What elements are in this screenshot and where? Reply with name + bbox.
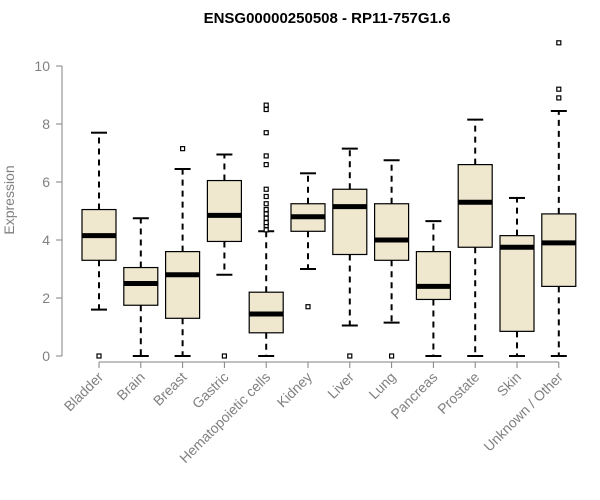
outlier-point bbox=[263, 227, 269, 233]
x-tick-label: Kidney bbox=[274, 369, 316, 411]
y-tick-label: 6 bbox=[42, 174, 50, 190]
iqr-box bbox=[541, 213, 577, 287]
y-tick-label: 0 bbox=[42, 348, 50, 364]
iqr-box bbox=[123, 266, 159, 306]
outlier-point bbox=[263, 130, 269, 136]
y-tick-label: 10 bbox=[34, 58, 50, 74]
outlier-point bbox=[389, 353, 395, 359]
x-tick-label: Breast bbox=[150, 369, 190, 409]
outlier-point bbox=[263, 186, 269, 192]
x-tick-label: Skin bbox=[494, 369, 525, 400]
box-brain bbox=[123, 217, 159, 357]
outlier-point bbox=[305, 304, 311, 310]
outlier-point bbox=[263, 162, 269, 168]
outlier-point bbox=[263, 153, 269, 159]
chart-title: ENSG00000250508 - RP11-757G1.6 bbox=[204, 10, 451, 27]
x-tick-label: Liver bbox=[324, 369, 357, 402]
outlier-point bbox=[263, 211, 269, 217]
outlier-point bbox=[263, 102, 269, 108]
box-series bbox=[81, 40, 577, 359]
box-prostate bbox=[457, 118, 493, 357]
box-unknown-other bbox=[541, 40, 577, 357]
y-axis: 0 2 4 6 8 10 bbox=[34, 58, 63, 364]
x-tick-label: Bladder bbox=[61, 369, 107, 415]
y-tick-label: 4 bbox=[42, 232, 50, 248]
outlier-point bbox=[556, 95, 562, 101]
y-axis-label: Expression bbox=[1, 165, 17, 234]
iqr-box bbox=[415, 251, 451, 301]
outlier-point bbox=[263, 220, 269, 226]
outlier-point bbox=[263, 206, 269, 213]
iqr-box bbox=[206, 179, 242, 243]
box-gastric bbox=[206, 153, 242, 359]
outlier-point bbox=[263, 201, 269, 207]
y-tick-label: 2 bbox=[42, 290, 50, 306]
outlier-point bbox=[96, 353, 102, 359]
box-pancreas bbox=[415, 220, 451, 357]
box-skin bbox=[499, 196, 535, 357]
outlier-point bbox=[180, 146, 186, 152]
outlier-point bbox=[263, 215, 269, 221]
iqr-box bbox=[374, 203, 410, 261]
iqr-box bbox=[457, 164, 493, 248]
outlier-point bbox=[347, 353, 353, 359]
x-tick-label: Unknown / Other bbox=[480, 369, 566, 455]
outlier-point bbox=[556, 40, 562, 46]
box-breast bbox=[165, 146, 201, 357]
x-tick-label: Brain bbox=[113, 369, 147, 403]
y-tick-label: 8 bbox=[42, 116, 50, 132]
x-tick-label: Prostate bbox=[434, 369, 482, 417]
outlier-point bbox=[263, 193, 269, 200]
x-tick-label: Lung bbox=[365, 369, 398, 402]
box-hematopoietic-cells bbox=[248, 102, 284, 357]
outlier-point bbox=[556, 86, 562, 92]
box-bladder bbox=[81, 131, 117, 359]
iqr-box bbox=[165, 251, 201, 319]
outlier-point bbox=[221, 353, 227, 359]
outlier-point bbox=[263, 106, 269, 113]
box-lung bbox=[374, 159, 410, 359]
iqr-box bbox=[332, 188, 368, 256]
box-liver bbox=[332, 147, 368, 359]
box-kidney bbox=[290, 172, 326, 310]
iqr-box bbox=[499, 235, 535, 332]
